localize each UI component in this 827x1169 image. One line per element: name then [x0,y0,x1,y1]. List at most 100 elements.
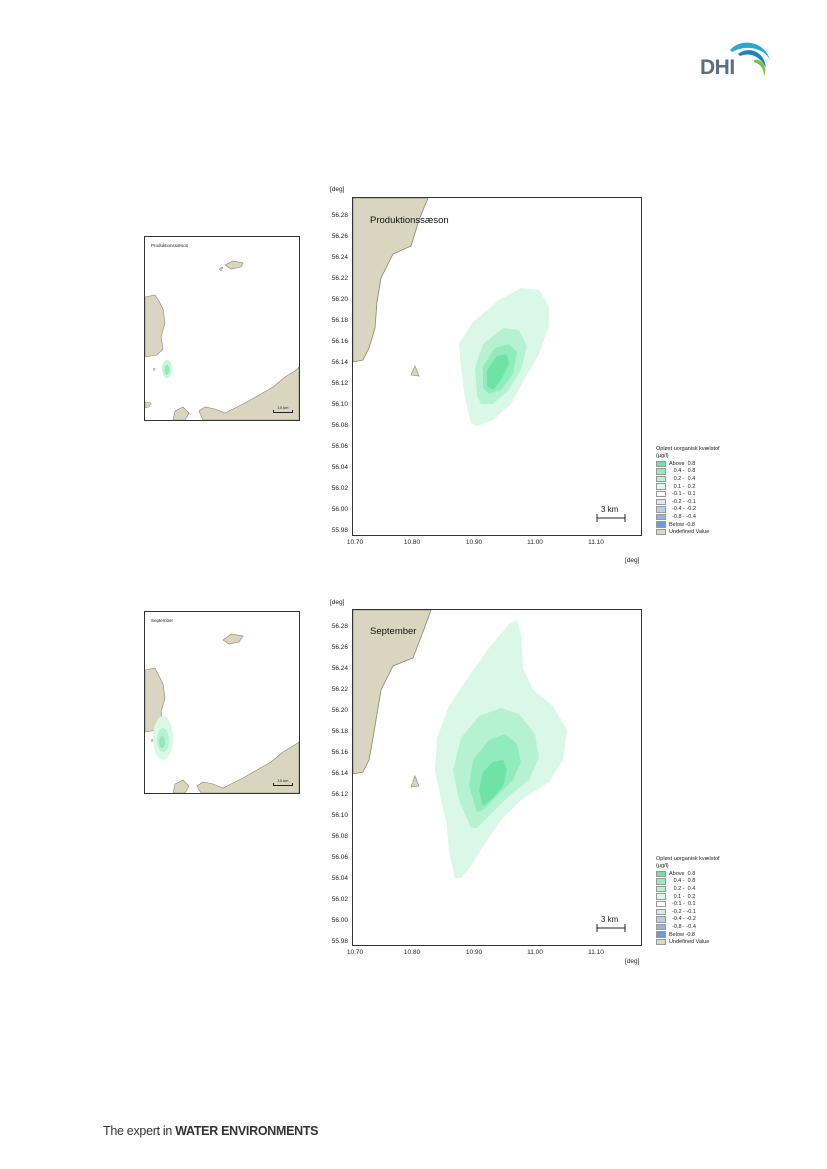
legend-swatch [656,498,666,506]
scale-bar-label: 3 km [601,505,619,514]
y-tick: 56.18 [331,728,348,735]
legend-item: -0.2 - -0.1 [656,498,720,506]
legend-swatch [656,513,666,521]
y-tick: 56.16 [331,338,348,345]
legend-item: 0.4 - 0.8 [656,468,720,476]
legend-title: Opløst uorganisk kvælstof [656,446,720,452]
y-tick: 56.10 [331,812,348,819]
inset-map-graphic [145,260,299,420]
y-tick: 56.02 [331,485,348,492]
legend-item: Undefined Value [656,528,720,536]
y-tick: 56.26 [331,233,348,240]
legend-item: -0.2 - -0.1 [656,908,720,916]
y-tick: 56.00 [331,917,348,924]
x-tick: 11.10 [588,949,604,956]
legend-item: -0.8 - -0.4 [656,923,720,931]
legend-item: Above 0.8 [656,460,720,468]
y-axis-unit: [deg] [330,599,345,606]
legend-swatch [656,475,666,483]
y-axis-unit: [deg] [330,186,345,193]
legend-swatch [656,460,666,468]
x-tick: 11.00 [527,539,543,546]
x-axis-unit: [deg] [625,958,640,965]
overview-inset-map: Produktionssæson 10 km [144,236,300,421]
legend-item: -0.4 - -0.2 [656,506,720,514]
inset-scale-label: 10 km [277,778,289,783]
legend-swatch [656,468,666,475]
y-tick: 56.22 [331,275,348,282]
legend-swatch [656,885,666,893]
footer-prefix: The expert in [103,1124,176,1138]
y-tick: 55.98 [331,527,348,534]
legend-item: Below -0.8 [656,931,720,939]
dhi-logo: DHI [700,38,780,82]
legend-swatch [656,870,666,878]
y-tick: 56.16 [331,749,348,756]
scale-bar-label: 3 km [601,915,619,924]
legend-swatch [656,931,666,938]
y-tick: 56.18 [331,317,348,324]
legend-item: -0.8 - -0.4 [656,513,720,521]
y-tick: 56.06 [331,443,348,450]
legend-item: Undefined Value [656,938,720,946]
legend-swatch [656,916,666,923]
map-title: September [370,626,417,637]
y-tick: 56.28 [331,623,348,630]
legend-swatch [656,528,666,536]
inset-scale-label: 10 km [277,405,289,410]
y-tick: 56.04 [331,464,348,471]
map-title: Produktionssæson [370,215,449,226]
y-tick: 56.00 [331,506,348,513]
main-map-frame: September 3 km [352,609,642,946]
y-tick: 56.14 [331,359,348,366]
legend-swatch [656,490,666,498]
legend-swatch [656,521,666,528]
x-axis-unit: [deg] [625,557,640,564]
x-tick: 10.80 [403,539,421,546]
y-tick: 56.12 [331,380,348,387]
legend-item: Below -0.8 [656,521,720,529]
y-tick: 56.02 [331,896,348,903]
inset-title: September [151,618,174,623]
x-tick: 11.10 [588,539,604,546]
y-tick: 56.24 [331,665,348,672]
x-tick: 10.70 [346,539,364,546]
legend-swatch [656,893,666,900]
inset-map-graphic [145,633,299,793]
x-tick: 11.00 [527,949,543,956]
y-tick: 56.22 [331,686,348,693]
legend: Opløst uorganisk kvælstof (µg/l) Above 0… [656,856,720,946]
legend-item: -0.4 - -0.2 [656,916,720,924]
legend-item: 0.4 - 0.8 [656,878,720,886]
y-tick: 56.20 [331,296,348,303]
y-tick: 56.08 [331,833,348,840]
main-map-frame: Produktionssæson 3 km [352,197,642,536]
legend-swatch [656,938,666,946]
legend-item: 0.2 - 0.4 [656,475,720,483]
legend-swatch [656,900,666,908]
x-tick: 10.90 [465,539,483,546]
y-tick: 55.98 [331,938,348,945]
inset-scale-bar: 10 km [273,405,293,413]
legend-swatch [656,506,666,513]
x-tick: 10.70 [346,949,364,956]
concentration-map [353,610,626,932]
y-tick: 56.12 [331,791,348,798]
legend: Opløst uorganisk kvælstof (µg/l) Above 0… [656,446,720,536]
y-tick: 56.04 [331,875,348,882]
y-tick: 56.26 [331,644,348,651]
logo-wordmark: DHI [700,56,735,79]
footer-emphasis: WATER ENVIRONMENTS [175,1124,319,1138]
overview-inset-map: September 10 km [144,611,300,794]
legend-item: 0.2 - 0.4 [656,885,720,893]
legend-item: Above 0.8 [656,870,720,878]
legend-swatch [656,908,666,916]
footer-tagline: The expert in WATER ENVIRONMENTS [103,1124,319,1138]
water-drop-logo-icon [730,42,770,76]
legend-item: 0.1 - 0.2 [656,893,720,901]
y-tick: 56.28 [331,212,348,219]
x-tick: 10.90 [465,949,483,956]
legend-item: -0.1 - 0.1 [656,490,720,498]
legend-title: Opløst uorganisk kvælstof [656,856,720,862]
